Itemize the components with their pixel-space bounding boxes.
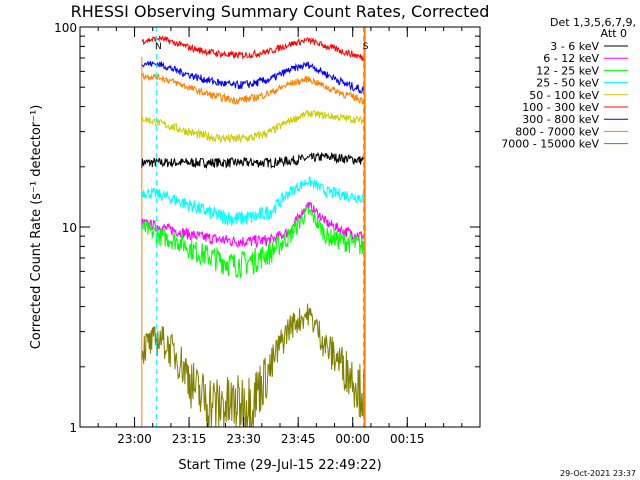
legend-label-6: 300 - 800 keV: [522, 113, 599, 126]
series-line-0: [141, 151, 365, 170]
y-tick-label-2: 100: [54, 21, 77, 35]
x-tick-label-1: 23:15: [172, 432, 207, 446]
legend-header-line-2: Att 0: [601, 27, 627, 40]
series-line-4: [141, 109, 364, 144]
series-line-5: [141, 35, 365, 62]
y-axis-label: Corrected Count Rate (s⁻¹ detector⁻¹): [29, 105, 44, 350]
marker-label-1: S: [363, 42, 369, 52]
series-line-7: [141, 71, 365, 106]
series-line-6: [141, 60, 365, 95]
legend-header-line-1: Det 1,3,5,6,7,9,: [550, 16, 636, 29]
x-axis-label: Start Time (29-Jul-15 22:49:22): [178, 458, 381, 473]
y-tick-label-0: 1: [69, 421, 77, 435]
y-tick-label-1: 10: [62, 221, 77, 235]
x-tick-label-4: 00:00: [335, 432, 370, 446]
series-line-1: [141, 202, 365, 249]
legend-label-7: 800 - 7000 keV: [515, 125, 599, 138]
footer-timestamp: 29-Oct-2021 23:37: [560, 469, 636, 478]
series-line-3: [141, 176, 365, 227]
legend-label-3: 25 - 50 keV: [536, 77, 599, 90]
legend-label-2: 12 - 25 keV: [536, 64, 599, 77]
x-tick-label-0: 23:00: [117, 432, 152, 446]
chart-title: RHESSI Observing Summary Count Rates, Co…: [71, 2, 490, 21]
legend-label-4: 50 - 100 keV: [529, 89, 599, 102]
series-line-2: [141, 206, 365, 280]
x-tick-label-5: 00:15: [390, 432, 425, 446]
x-tick-label-2: 23:30: [226, 432, 261, 446]
legend-label-0: 3 - 6 keV: [550, 40, 599, 53]
legend-label-5: 100 - 300 keV: [522, 101, 599, 114]
series-line-8: [141, 303, 365, 428]
marker-label-0: N: [155, 42, 162, 52]
legend-label-1: 6 - 12 keV: [543, 52, 599, 65]
x-tick-label-3: 23:45: [281, 432, 316, 446]
legend-label-8: 7000 - 15000 keV: [501, 138, 599, 151]
